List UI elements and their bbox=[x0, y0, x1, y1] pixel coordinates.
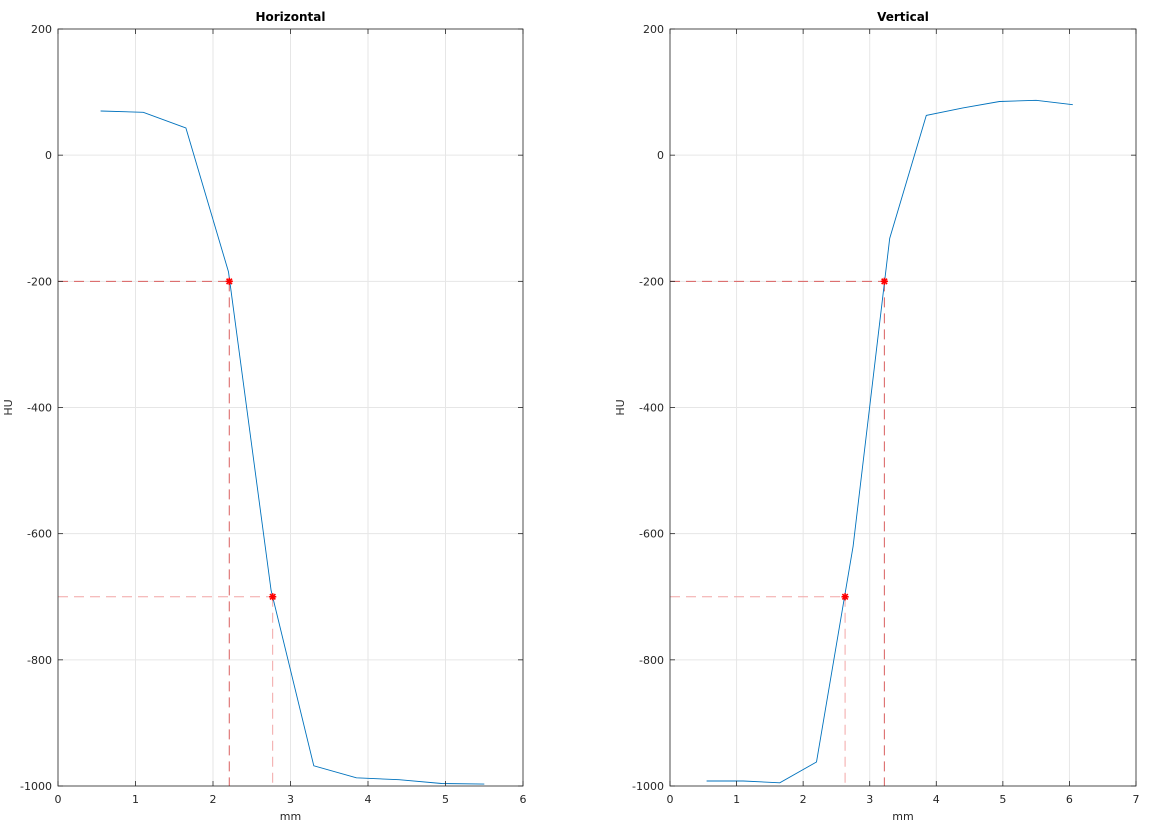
y-tick-label: -200 bbox=[27, 275, 52, 288]
x-axis-label: mm bbox=[280, 810, 301, 823]
threshold-marker bbox=[880, 277, 888, 285]
marker-stroke bbox=[226, 278, 233, 285]
x-axis-label: mm bbox=[892, 810, 913, 823]
threshold-marker bbox=[225, 277, 233, 285]
x-tick-label: 3 bbox=[287, 793, 294, 806]
x-tick-label: 0 bbox=[55, 793, 62, 806]
plot-title: Vertical bbox=[877, 10, 929, 24]
profile-line bbox=[706, 99, 1073, 784]
x-tick-label: 3 bbox=[866, 793, 873, 806]
x-tick-label: 5 bbox=[999, 793, 1006, 806]
x-tick-label: 4 bbox=[365, 793, 372, 806]
y-axis-label: HU bbox=[2, 399, 15, 415]
y-tick-label: -600 bbox=[27, 528, 52, 541]
y-tick-label: -400 bbox=[27, 402, 52, 415]
x-tick-label: 0 bbox=[667, 793, 674, 806]
x-tick-label: 5 bbox=[442, 793, 449, 806]
y-tick-label: -1000 bbox=[632, 780, 664, 793]
x-tick-label: 1 bbox=[132, 793, 139, 806]
y-tick-label: 200 bbox=[31, 23, 52, 36]
y-tick-label: -800 bbox=[27, 654, 52, 667]
horizontal-profile-plot: 0 1 2 3 4 5 6 -1000 -800 -600 -400 -200 0 200 Horizont… bbox=[2, 10, 527, 823]
y-tick-label: -800 bbox=[639, 654, 664, 667]
y-tick-label: -200 bbox=[639, 275, 664, 288]
threshold-marker bbox=[841, 593, 849, 601]
y-axis-label: HU bbox=[614, 399, 627, 415]
marker-stroke bbox=[269, 593, 276, 601]
y-tick-label: -600 bbox=[639, 528, 664, 541]
x-tick-label: 6 bbox=[1066, 793, 1073, 806]
x-tick-label: 1 bbox=[733, 793, 740, 806]
x-tick-label: 2 bbox=[210, 793, 217, 806]
x-tick-label: 6 bbox=[520, 793, 527, 806]
threshold-marker bbox=[269, 593, 277, 601]
y-tick-label: -400 bbox=[639, 402, 664, 415]
y-tick-label: -1000 bbox=[20, 780, 52, 793]
vertical-profile-plot: 0 1 2 3 4 5 6 7 -1000 -800 -600 -400 -200 0 200 Vertica… bbox=[614, 10, 1140, 823]
marker-stroke bbox=[881, 278, 888, 285]
x-tick-label: 2 bbox=[800, 793, 807, 806]
plot-title: Horizontal bbox=[255, 10, 325, 24]
profile-line bbox=[100, 110, 485, 785]
y-tick-label: 0 bbox=[45, 149, 52, 162]
x-tick-label: 4 bbox=[933, 793, 940, 806]
x-tick-label: 7 bbox=[1133, 793, 1140, 806]
y-tick-label: 200 bbox=[643, 23, 664, 36]
y-tick-label: 0 bbox=[657, 149, 664, 162]
marker-stroke bbox=[841, 593, 849, 601]
